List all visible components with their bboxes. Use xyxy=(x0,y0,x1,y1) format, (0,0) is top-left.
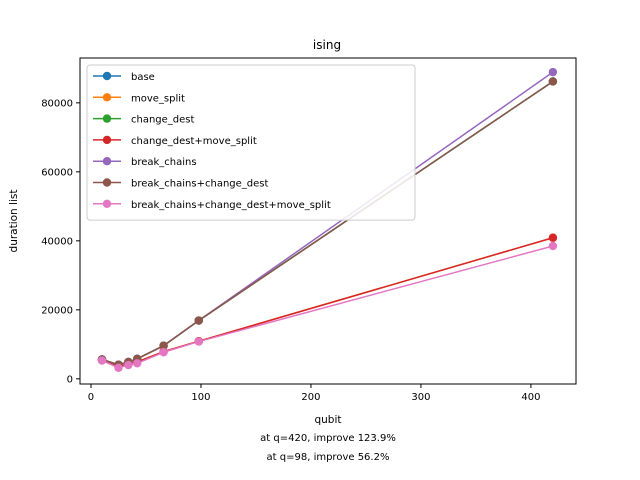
legend-label: base xyxy=(131,72,155,83)
legend-item: break_chains+change_dest+move_split xyxy=(93,199,331,211)
plot-border xyxy=(79,57,577,385)
legend-box xyxy=(86,64,416,221)
series-layer xyxy=(97,67,558,372)
data-point xyxy=(548,241,558,251)
series-break-chains-change-dest-move-split xyxy=(97,241,558,372)
data-point xyxy=(548,233,558,242)
data-point xyxy=(159,348,168,357)
x-axis: 0 100 200 300 400 xyxy=(88,384,540,403)
legend-item: base xyxy=(93,71,155,83)
y-tick-label: 20000 xyxy=(41,305,73,316)
data-point xyxy=(548,67,558,77)
y-tick-label: 80000 xyxy=(41,98,73,109)
x-tick-label: 300 xyxy=(411,392,430,403)
legend-label: change_dest+move_split xyxy=(131,136,257,147)
data-point xyxy=(124,360,133,370)
legend-marker xyxy=(102,93,112,102)
y-tick-label: 40000 xyxy=(41,236,73,247)
data-point xyxy=(97,356,107,365)
x-tick-label: 100 xyxy=(191,392,210,403)
caption-line-1: at q=420, improve 123.9% xyxy=(260,433,396,444)
legend-item: break_chains xyxy=(93,157,197,168)
legend-marker xyxy=(102,178,112,187)
legend-marker xyxy=(102,71,112,81)
legend-marker xyxy=(102,135,112,145)
legend-item: move_split xyxy=(93,93,185,104)
y-tick-label: 60000 xyxy=(41,167,73,178)
legend-item: change_dest xyxy=(93,114,195,126)
data-point xyxy=(194,337,203,346)
data-point xyxy=(114,363,123,372)
legend-marker xyxy=(102,199,112,208)
data-point xyxy=(548,77,558,86)
legend-marker xyxy=(102,157,112,166)
legend-label: break_chains xyxy=(131,157,197,168)
x-tick-label: 0 xyxy=(88,392,94,403)
y-tick-label: 0 xyxy=(67,374,73,385)
legend-item: change_dest+move_split xyxy=(93,135,257,147)
legend-item: break_chains+change_dest xyxy=(93,178,268,190)
data-point xyxy=(194,316,203,325)
x-tick-label: 400 xyxy=(521,392,540,403)
caption-line-2: at q=98, improve 56.2% xyxy=(267,452,390,463)
data-point xyxy=(159,341,168,350)
legend-label: break_chains+change_dest xyxy=(131,179,268,190)
legend-label: break_chains+change_dest+move_split xyxy=(131,200,331,211)
x-tick-label: 200 xyxy=(301,392,320,403)
legend-label: move_split xyxy=(131,93,185,104)
legend: base move_split change_dest change_dest+mov… xyxy=(86,64,416,221)
x-axis-label: qubit xyxy=(314,414,341,426)
data-point xyxy=(132,359,142,368)
legend-label: change_dest xyxy=(131,115,195,126)
chart-title: ising xyxy=(313,38,341,52)
y-axis-label: duration list xyxy=(8,190,20,253)
y-axis: 0 20000 40000 60000 80000 xyxy=(41,98,80,385)
legend-marker xyxy=(102,114,112,123)
